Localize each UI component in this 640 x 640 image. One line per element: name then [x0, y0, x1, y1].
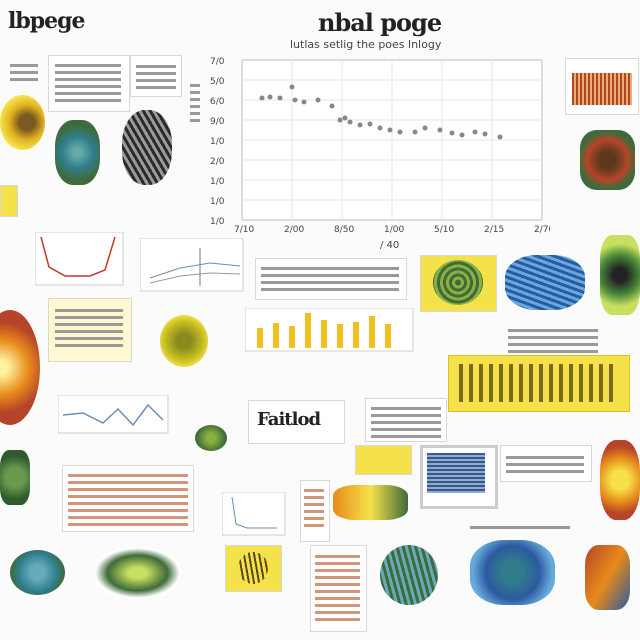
- teal-melon-image: [380, 545, 438, 605]
- main-scatter-chart: 7/0 5/0 6/0 9/0 1/0 2/0 1/0 1/0 1/0 7/10 2/00 8/50…: [210, 57, 550, 250]
- x-tick-label: 2/15: [484, 225, 504, 235]
- text-panel-1: [48, 55, 130, 112]
- gray-text-panel: [365, 398, 447, 442]
- orange-cut-fruit-image: [0, 310, 40, 425]
- scatter-point: [367, 121, 373, 127]
- green-shell-card: [420, 255, 497, 312]
- green-face-image: [600, 235, 640, 315]
- x-tick-label: 2/70: [534, 225, 550, 235]
- scatter-point: [301, 99, 307, 105]
- monitor-panel: [420, 445, 498, 509]
- scatter-point: [337, 117, 343, 123]
- y-tick-label: 1/0: [210, 217, 225, 227]
- blue-shell-image: [505, 255, 585, 310]
- red-line-chart: [35, 232, 124, 286]
- scatter-point: [259, 95, 265, 101]
- subtitle: lutlas setlig the poes lnlogy: [290, 38, 442, 51]
- right-text-block: [508, 325, 598, 357]
- blue-lines-chart: [140, 238, 244, 292]
- yellow-melon-image: [160, 315, 208, 367]
- scatter-point: [437, 127, 443, 133]
- blue-flower-image: [470, 540, 555, 605]
- scatter-point: [497, 134, 503, 140]
- scatter-point: [292, 97, 298, 103]
- drop-line-chart: [222, 492, 286, 536]
- center-title: nbal poge: [318, 8, 442, 37]
- scatter-point: [397, 129, 403, 135]
- scatter-points: [259, 84, 503, 140]
- left-title: lbpege: [8, 8, 85, 34]
- yellow-banner: [448, 355, 630, 412]
- orange-fruit-image: [0, 95, 45, 150]
- side-text-block: [190, 80, 200, 126]
- green-pod-image: [95, 548, 180, 598]
- y-tick-label: 2/0: [210, 157, 225, 167]
- orange-text-panel: [62, 465, 194, 532]
- green-sprout-image: [0, 450, 30, 505]
- x-tick-label: 5/10: [434, 225, 454, 235]
- x-tick-label: 8/50: [334, 225, 354, 235]
- scatter-point: [449, 130, 455, 136]
- yellow-bar-chart: [245, 308, 414, 352]
- teal-seed-image: [10, 550, 65, 595]
- scatter-point: [277, 95, 283, 101]
- x-tick-label: 7/10: [234, 225, 254, 235]
- y-tick-label: 6/0: [210, 97, 225, 107]
- brown-rock-image: [580, 130, 635, 190]
- yellow-leaf-card: [355, 445, 412, 475]
- text-panel-2: [130, 55, 182, 97]
- x-axis-label: / 40: [380, 240, 399, 250]
- rust-leaf-image: [585, 545, 630, 610]
- scatter-point: [347, 119, 353, 125]
- scatter-point: [482, 131, 488, 137]
- scatter-point: [315, 97, 321, 103]
- y-tick-label: 1/0: [210, 177, 225, 187]
- scatter-point: [377, 125, 383, 131]
- boxed-label: Faitlod: [248, 400, 345, 444]
- x-tick-label: 1/00: [384, 225, 404, 235]
- scatter-point: [472, 129, 478, 135]
- small-yellow-card: [0, 185, 18, 217]
- yellow-lined-panel: [48, 298, 132, 362]
- red-bands-card: [565, 58, 639, 115]
- bottom-text-panel: [310, 545, 367, 632]
- orange-bowl-image: [600, 440, 640, 520]
- scatter-point: [289, 84, 295, 90]
- scatter-point: [329, 103, 335, 109]
- y-tick-label: 5/0: [210, 77, 225, 87]
- scatter-point: [267, 94, 273, 100]
- text-block-top-left: [10, 60, 38, 85]
- yellow-fruit-card: [225, 545, 282, 592]
- y-tick-label: 9/0: [210, 117, 225, 127]
- scatter-point: [387, 127, 393, 133]
- scatter-point: [357, 122, 363, 128]
- y-tick-label: 1/0: [210, 197, 225, 207]
- y-tick-label: 7/0: [210, 57, 225, 67]
- text-panel-center: [255, 258, 407, 300]
- wave-line-chart: [58, 395, 169, 434]
- thin-chart-panel: [500, 445, 592, 482]
- orange-leaf-image: [333, 485, 408, 520]
- y-tick-label: 1/0: [210, 137, 225, 147]
- orange-text-panel-2: [300, 480, 330, 542]
- bottom-caption-lines: [470, 522, 570, 533]
- dark-shell-image: [122, 110, 172, 185]
- small-green-icon: [195, 425, 227, 451]
- scatter-point: [342, 115, 348, 121]
- boxed-label-text: Faitlod: [257, 409, 321, 430]
- teal-plant-image: [55, 120, 100, 185]
- x-tick-labels: 7/10 2/00 8/50 1/00 5/10 2/15 2/70: [234, 225, 550, 235]
- scatter-point: [412, 129, 418, 135]
- scatter-point: [422, 125, 428, 131]
- y-tick-labels: 7/0 5/0 6/0 9/0 1/0 2/0 1/0 1/0 1/0: [210, 57, 225, 227]
- x-tick-label: 2/00: [284, 225, 304, 235]
- scatter-point: [459, 132, 465, 138]
